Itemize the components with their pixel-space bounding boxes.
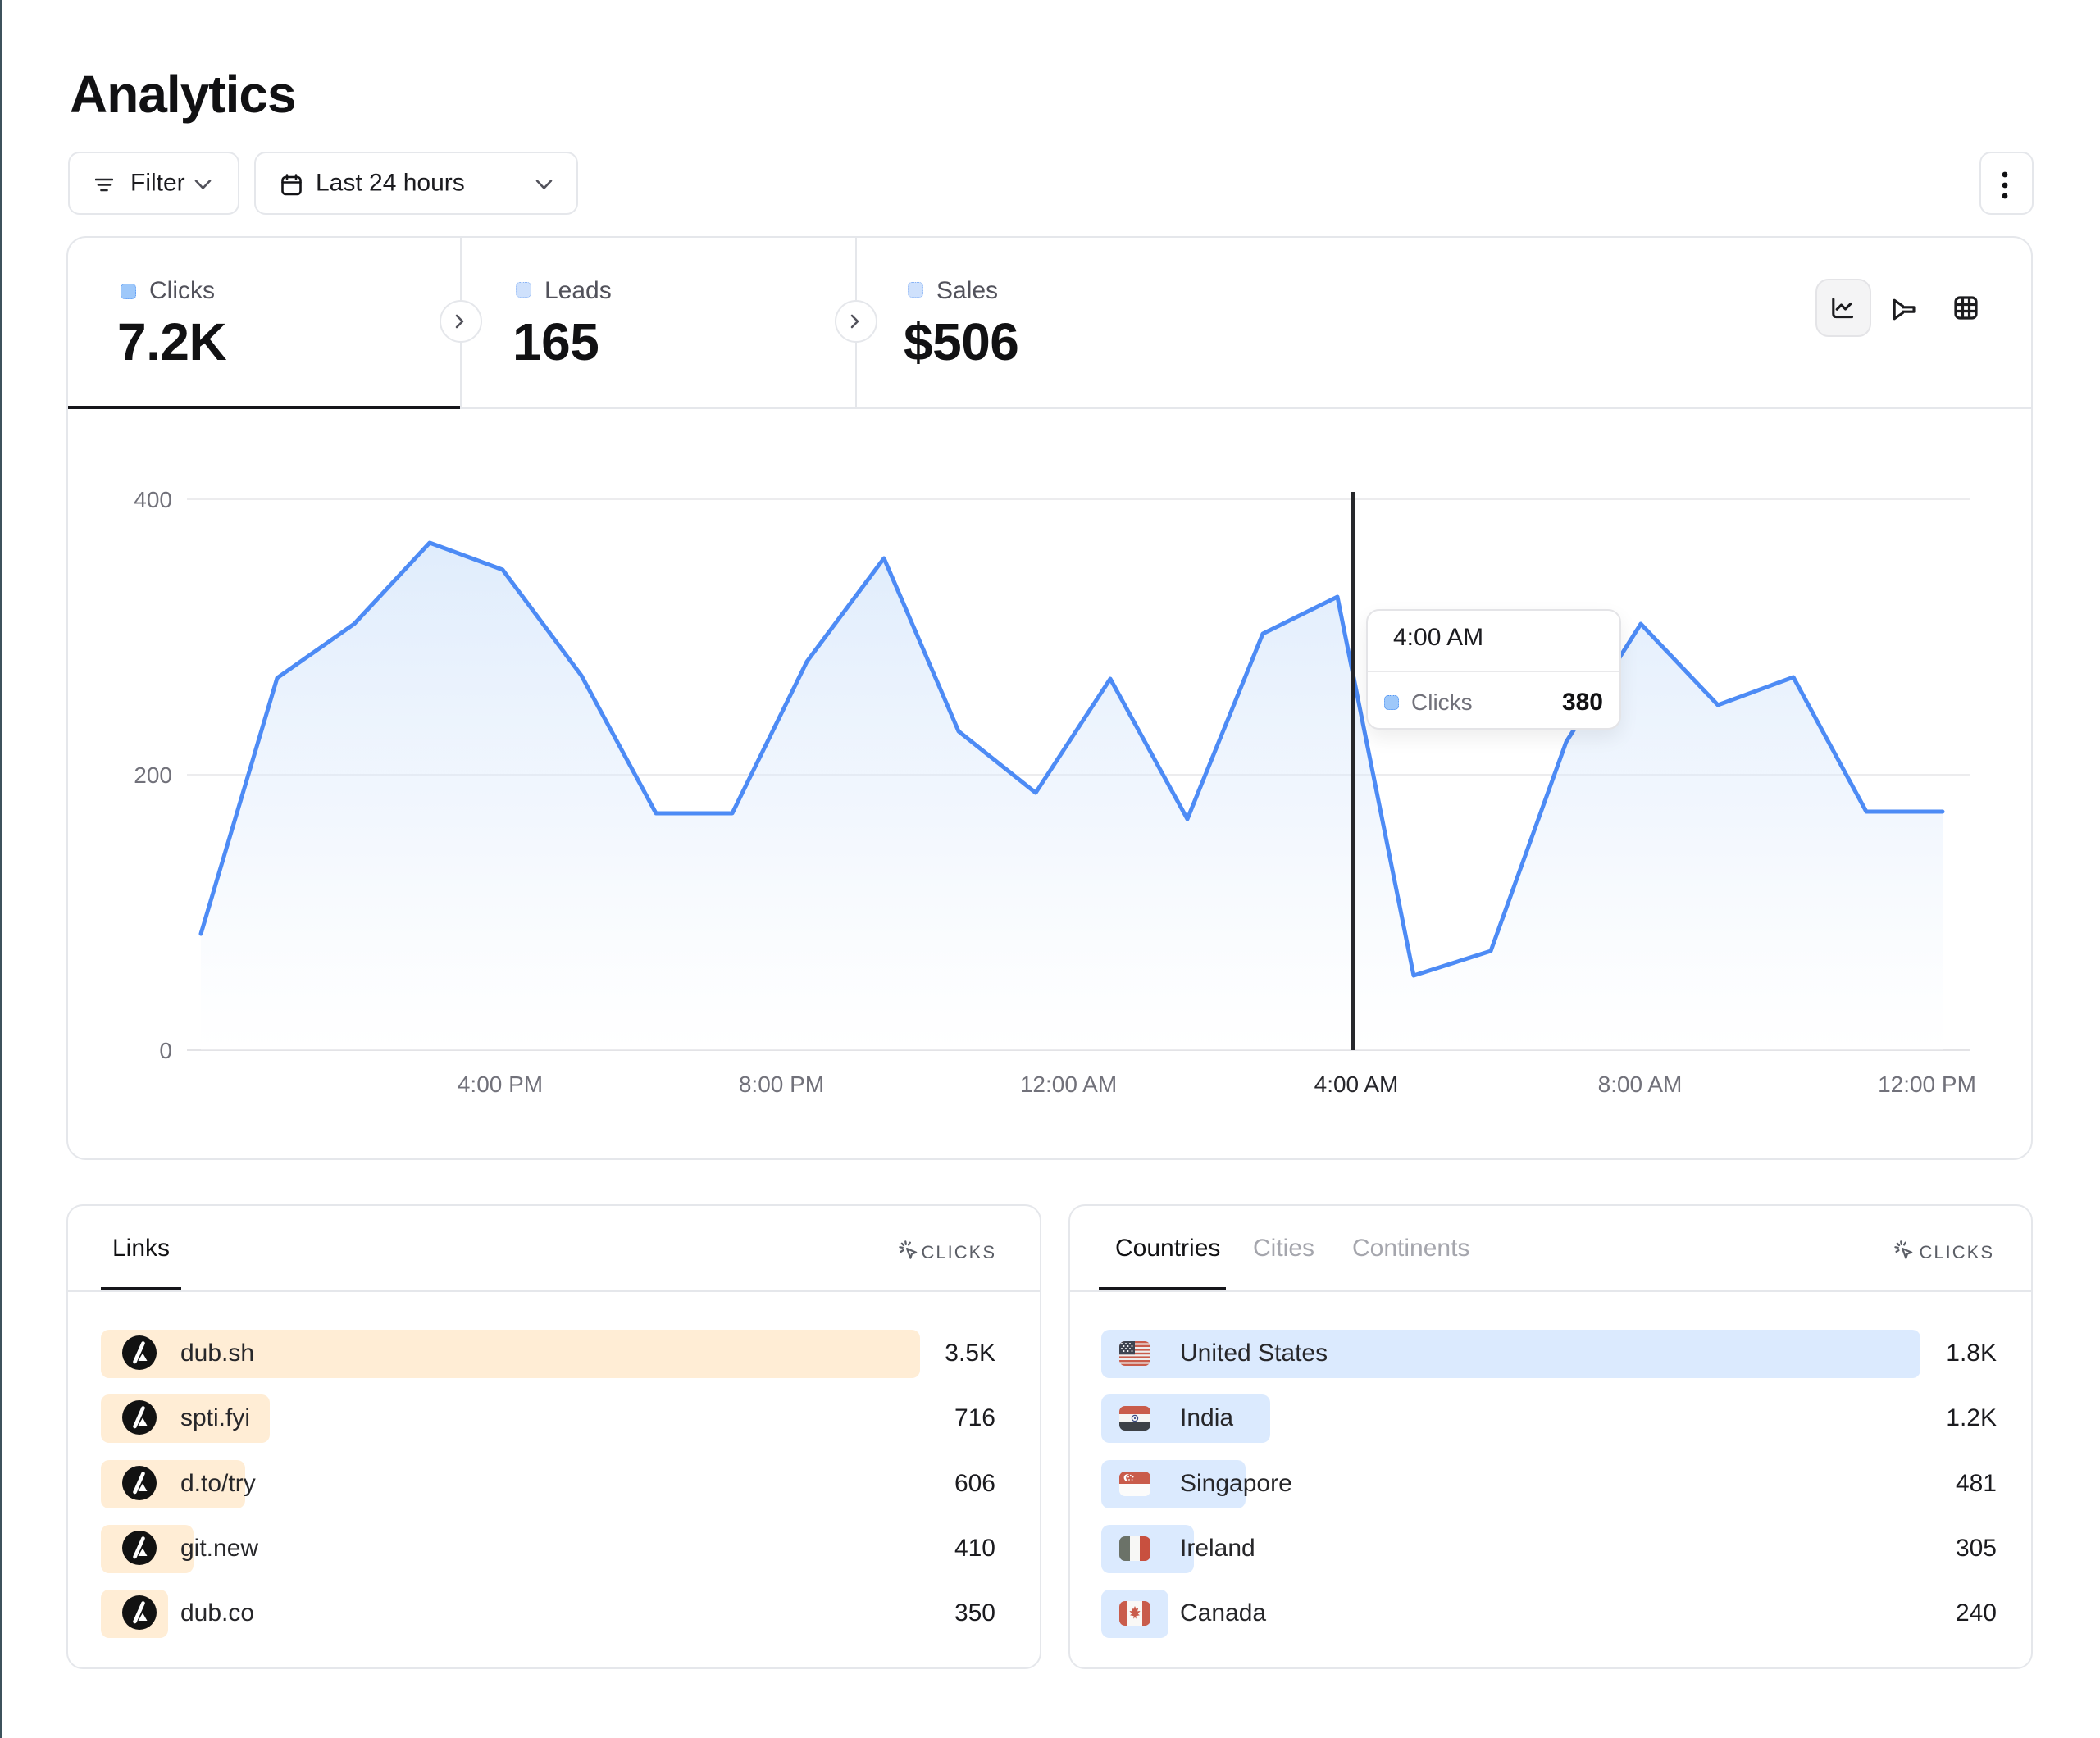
svg-text:4:00 PM: 4:00 PM [458, 1071, 543, 1097]
svg-text:0: 0 [159, 1038, 172, 1063]
svg-text:400: 400 [134, 487, 172, 512]
svg-text:200: 200 [134, 762, 172, 788]
svg-text:4:00 AM: 4:00 AM [1314, 1071, 1399, 1097]
svg-text:8:00 PM: 8:00 PM [739, 1071, 824, 1097]
svg-text:12:00 PM: 12:00 PM [1878, 1071, 1976, 1097]
svg-text:12:00 AM: 12:00 AM [1020, 1071, 1117, 1097]
svg-text:8:00 AM: 8:00 AM [1598, 1071, 1683, 1097]
